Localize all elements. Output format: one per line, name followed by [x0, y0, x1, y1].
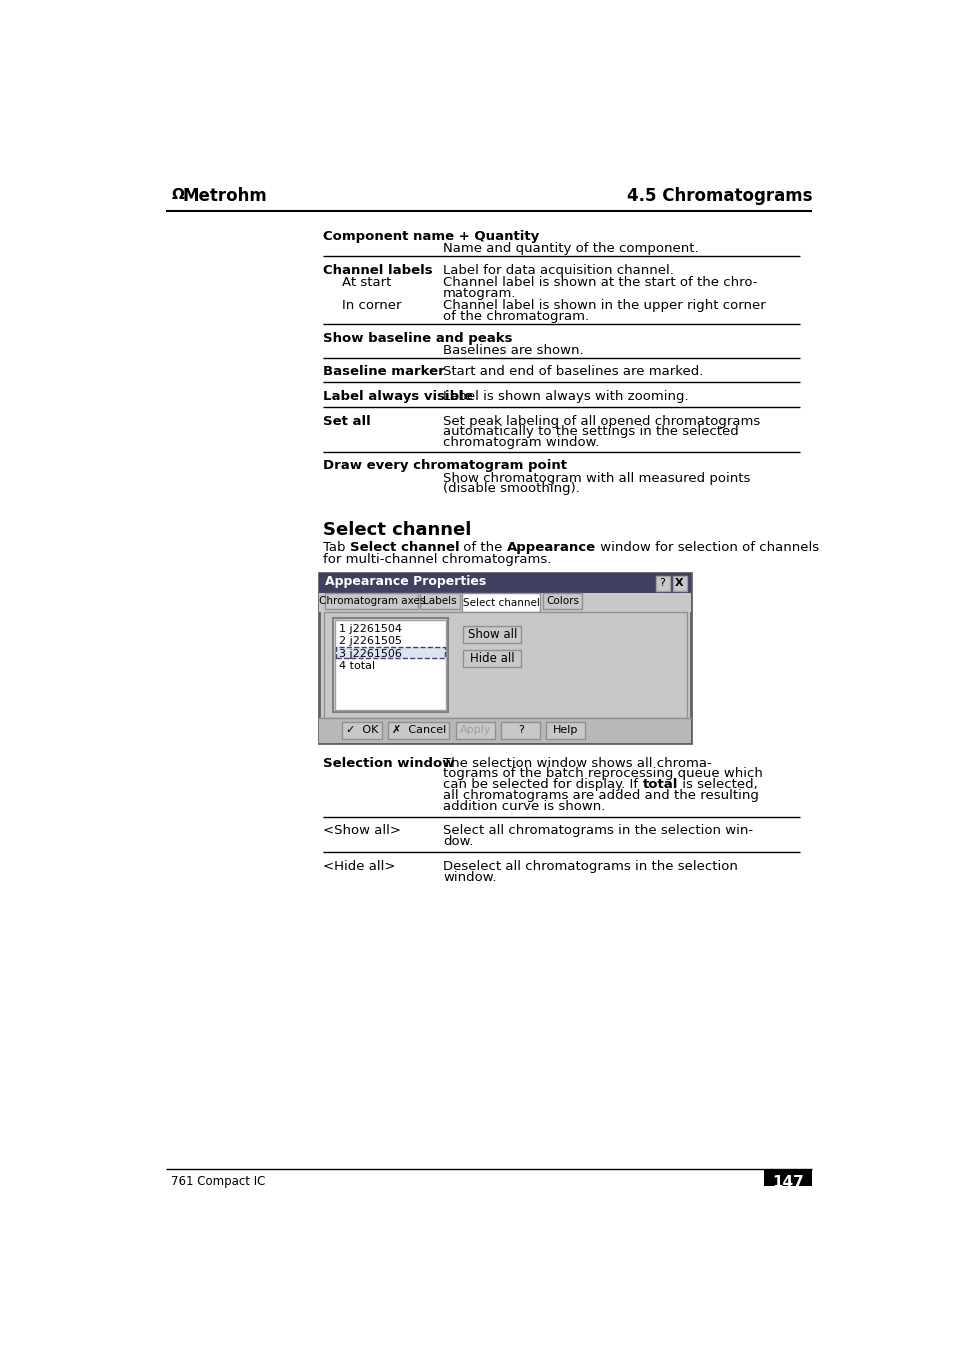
Bar — [323, 612, 686, 719]
FancyBboxPatch shape — [342, 721, 381, 739]
Text: Select channel: Select channel — [323, 521, 471, 539]
FancyBboxPatch shape — [500, 721, 539, 739]
Text: 2 j2261505: 2 j2261505 — [339, 636, 402, 646]
Text: ✗  Cancel: ✗ Cancel — [392, 725, 445, 735]
Text: ✓  OK: ✓ OK — [346, 725, 378, 735]
Text: 147: 147 — [771, 1174, 803, 1190]
Text: Select all chromatograms in the selection win-: Select all chromatograms in the selectio… — [443, 824, 753, 838]
FancyBboxPatch shape — [542, 593, 581, 609]
Text: tograms of the batch reprocessing queue which: tograms of the batch reprocessing queue … — [443, 767, 762, 781]
Bar — [319, 593, 691, 612]
Text: total: total — [641, 778, 678, 792]
Text: ?: ? — [517, 725, 523, 735]
Text: window.: window. — [443, 870, 497, 884]
Text: Label for data acquisition channel.: Label for data acquisition channel. — [443, 263, 674, 277]
Text: 3 j2261506: 3 j2261506 — [339, 648, 402, 659]
Text: matogram.: matogram. — [443, 286, 517, 300]
Text: Help: Help — [553, 725, 578, 735]
Text: Baselines are shown.: Baselines are shown. — [443, 345, 583, 357]
Bar — [333, 617, 447, 712]
Text: Tab: Tab — [323, 540, 350, 554]
Text: Select channel: Select channel — [462, 597, 539, 608]
Text: Show all: Show all — [467, 628, 517, 640]
Text: window for selection of channels: window for selection of channels — [596, 540, 819, 554]
Text: of the: of the — [459, 540, 507, 554]
Text: automatically to the settings in the selected: automatically to the settings in the sel… — [443, 426, 739, 439]
Bar — [319, 719, 691, 743]
Text: all chromatograms are added and the resulting: all chromatograms are added and the resu… — [443, 789, 759, 802]
Bar — [335, 620, 445, 709]
Text: X: X — [675, 578, 683, 588]
Text: Draw every chromatogram point: Draw every chromatogram point — [323, 459, 566, 473]
Text: Labels: Labels — [423, 596, 456, 607]
Text: <Hide all>: <Hide all> — [323, 859, 395, 873]
Text: Component name + Quantity: Component name + Quantity — [323, 230, 538, 243]
Text: 4 total: 4 total — [339, 661, 375, 671]
FancyBboxPatch shape — [462, 593, 539, 612]
Bar — [763, 1169, 811, 1186]
FancyBboxPatch shape — [546, 721, 584, 739]
Bar — [672, 576, 686, 590]
FancyBboxPatch shape — [456, 721, 495, 739]
Bar — [655, 576, 669, 590]
Text: Colors: Colors — [545, 596, 578, 607]
FancyBboxPatch shape — [388, 721, 449, 739]
Text: (disable smoothing).: (disable smoothing). — [443, 482, 579, 496]
Text: 761 Compact IC: 761 Compact IC — [171, 1174, 265, 1188]
Text: can be selected for display. If: can be selected for display. If — [443, 778, 641, 792]
Text: addition curve is shown.: addition curve is shown. — [443, 800, 605, 813]
Text: Channel label is shown in the upper right corner: Channel label is shown in the upper righ… — [443, 299, 765, 312]
Text: Selection window: Selection window — [323, 757, 454, 770]
Text: of the chromatogram.: of the chromatogram. — [443, 309, 589, 323]
Text: Show chromatogram with all measured points: Show chromatogram with all measured poin… — [443, 471, 750, 485]
Text: Set peak labeling of all opened chromatograms: Set peak labeling of all opened chromato… — [443, 415, 760, 428]
Text: Label is shown always with zooming.: Label is shown always with zooming. — [443, 390, 688, 403]
Text: dow.: dow. — [443, 835, 473, 848]
Text: Ω: Ω — [171, 186, 184, 201]
Text: for multi-channel chromatograms.: for multi-channel chromatograms. — [323, 554, 551, 566]
Text: ?: ? — [659, 578, 665, 588]
Text: Channel labels: Channel labels — [323, 263, 433, 277]
Text: Chromatogram axes: Chromatogram axes — [318, 596, 424, 607]
FancyBboxPatch shape — [463, 626, 521, 643]
FancyBboxPatch shape — [325, 593, 417, 609]
Bar — [319, 573, 691, 593]
Text: Appearance: Appearance — [507, 540, 596, 554]
Text: is selected,: is selected, — [678, 778, 757, 792]
FancyBboxPatch shape — [463, 650, 521, 667]
Text: 1 j2261504: 1 j2261504 — [339, 624, 402, 634]
Text: <Show all>: <Show all> — [323, 824, 400, 838]
Text: The selection window shows all chroma-: The selection window shows all chroma- — [443, 757, 711, 770]
Text: Appearance Properties: Appearance Properties — [325, 574, 486, 588]
Text: Select channel: Select channel — [350, 540, 459, 554]
Text: Set all: Set all — [323, 415, 371, 428]
Text: Hide all: Hide all — [470, 653, 515, 665]
Text: Start and end of baselines are marked.: Start and end of baselines are marked. — [443, 365, 703, 378]
Text: Name and quantity of the component.: Name and quantity of the component. — [443, 242, 699, 255]
Text: Label always visible: Label always visible — [323, 390, 473, 403]
Text: Deselect all chromatograms in the selection: Deselect all chromatograms in the select… — [443, 859, 738, 873]
Bar — [319, 573, 691, 743]
Text: chromatogram window.: chromatogram window. — [443, 436, 598, 450]
Text: 4.5 Chromatograms: 4.5 Chromatograms — [626, 186, 811, 205]
Text: Apply: Apply — [459, 725, 491, 735]
Text: Baseline marker: Baseline marker — [323, 365, 444, 378]
Text: At start: At start — [342, 276, 392, 289]
Bar — [335, 647, 444, 658]
Text: Metrohm: Metrohm — [183, 186, 267, 205]
Text: In corner: In corner — [342, 299, 401, 312]
FancyBboxPatch shape — [420, 593, 459, 609]
Text: Channel label is shown at the start of the chro-: Channel label is shown at the start of t… — [443, 276, 757, 289]
Text: Show baseline and peaks: Show baseline and peaks — [323, 331, 512, 345]
